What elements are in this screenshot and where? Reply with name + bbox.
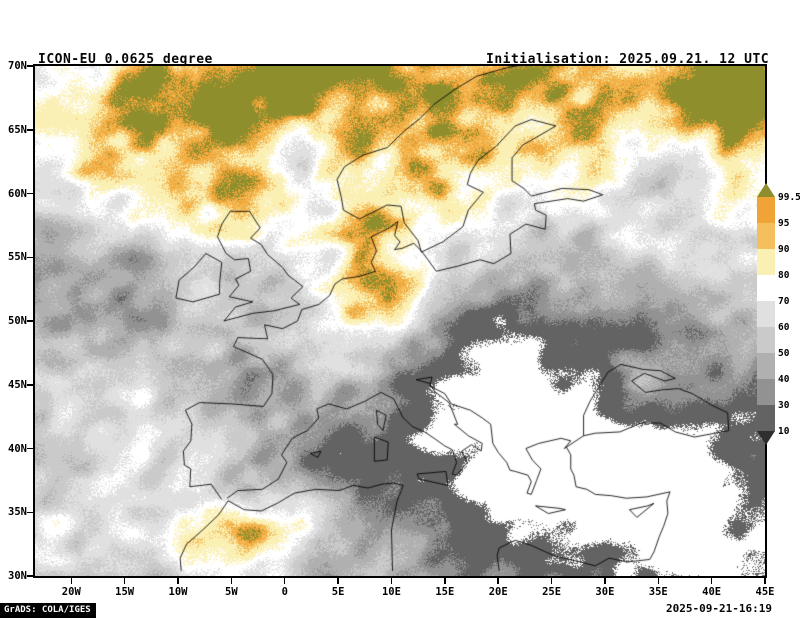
longitude-tick-label: 30E xyxy=(595,586,615,598)
colorbar-label: 60 xyxy=(778,322,790,333)
colorbar-box xyxy=(757,249,775,275)
latitude-tick-label: 30N xyxy=(8,570,27,582)
latitude-tick xyxy=(27,384,33,386)
longitude-tick xyxy=(550,578,553,584)
longitude-tick xyxy=(657,578,660,584)
latitude-tick-label: 55N xyxy=(8,251,27,264)
longitude-tick xyxy=(283,578,286,584)
latitude-tick-label: 65N xyxy=(8,123,27,136)
latitude-tick-label: 40N xyxy=(8,442,27,455)
longitude-tick-label: 45E xyxy=(755,586,775,598)
colorbar-box xyxy=(757,353,775,379)
latitude-tick xyxy=(27,65,33,67)
colorbar-box xyxy=(757,405,775,431)
cloud-cover-canvas xyxy=(35,66,765,576)
latitude-tick-label: 60N xyxy=(8,187,27,200)
longitude-tick xyxy=(337,578,339,584)
colorbar-bottom-cap xyxy=(757,431,775,445)
longitude-tick xyxy=(70,578,73,584)
colorbar-box xyxy=(757,379,775,405)
longitude-tick-label: 0 xyxy=(281,586,288,598)
colorbar-label: 50 xyxy=(778,348,790,359)
colorbar-legend: 99.5 95 90 80 70 60 50 40 30 10 xyxy=(757,183,800,447)
colorbar-label: 40 xyxy=(778,374,790,385)
latitude-tick xyxy=(27,575,33,577)
colorbar-top-cap xyxy=(757,183,775,197)
longitude-tick-label: 35E xyxy=(648,586,668,598)
longitude-tick-label: 10E xyxy=(381,586,401,598)
latitude-tick xyxy=(27,129,33,131)
longitude-tick-label: 5W xyxy=(225,586,238,598)
colorbar-box xyxy=(757,301,775,327)
longitude-tick xyxy=(444,578,446,584)
longitude-tick xyxy=(764,578,766,584)
longitude-tick-label: 5E xyxy=(331,586,345,598)
longitude-tick xyxy=(497,578,499,584)
colorbar-box xyxy=(757,197,775,223)
longitude-tick xyxy=(123,578,126,584)
grads-credit-text: GrADS: COLA/IGES xyxy=(4,605,91,615)
longitude-tick-label: 25E xyxy=(542,586,562,598)
latitude-tick-label: 70N xyxy=(8,60,27,72)
colorbar-label: 95 xyxy=(778,218,790,229)
longitude-tick xyxy=(230,578,233,584)
longitude-tick xyxy=(177,578,179,584)
latitude-tick xyxy=(27,256,33,258)
map-plot-frame xyxy=(33,64,767,578)
colorbar-box xyxy=(757,223,775,249)
initialisation-time: Initialisation: 2025.09.21. 12 UTC xyxy=(486,52,770,67)
longitude-tick-label: 40E xyxy=(702,586,722,598)
model-title: ICON-EU 0.0625 degree xyxy=(38,52,213,67)
longitude-tick xyxy=(604,578,606,584)
latitude-tick xyxy=(27,511,33,513)
longitude-tick-label: 20W xyxy=(61,586,81,598)
latitude-tick xyxy=(27,320,33,322)
colorbar-box xyxy=(757,327,775,353)
latitude-tick-label: 35N xyxy=(8,506,27,519)
latitude-tick xyxy=(27,447,33,450)
latitude-tick-label: 50N xyxy=(8,315,27,327)
colorbar-label: 80 xyxy=(778,270,790,281)
latitude-tick xyxy=(27,192,33,195)
longitude-tick-label: 15W xyxy=(115,586,135,598)
render-timestamp: 2025-09-21-16:19 xyxy=(666,602,772,615)
colorbar-label: 70 xyxy=(778,296,790,307)
latitude-tick-label: 45N xyxy=(8,378,27,391)
longitude-tick-label: 20E xyxy=(488,586,508,598)
colorbar-label: 30 xyxy=(778,400,790,411)
longitude-tick-label: 10W xyxy=(168,586,188,598)
grads-credit-badge: GrADS: COLA/IGES xyxy=(0,603,96,618)
longitude-tick xyxy=(710,578,713,584)
longitude-tick xyxy=(390,578,393,584)
colorbar-label: 90 xyxy=(778,244,790,255)
colorbar-label: 99.5 xyxy=(778,192,800,203)
longitude-tick-label: 15E xyxy=(435,586,455,598)
colorbar-box xyxy=(757,275,775,301)
colorbar-label: 10 xyxy=(778,426,790,437)
